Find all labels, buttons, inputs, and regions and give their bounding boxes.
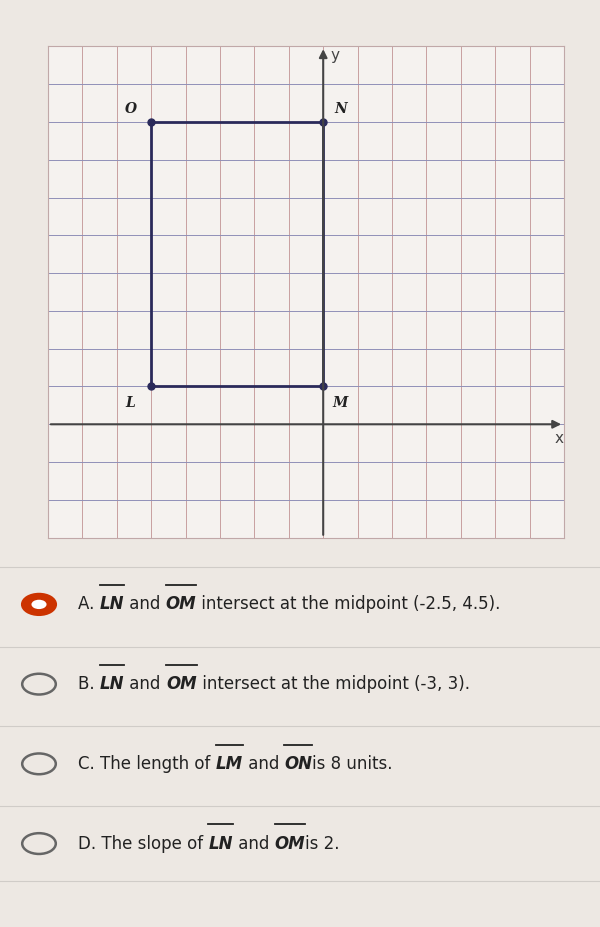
- Circle shape: [31, 600, 47, 609]
- Text: and: and: [124, 595, 166, 614]
- Text: y: y: [330, 48, 339, 63]
- Text: OM: OM: [166, 595, 196, 614]
- Text: D. The slope of: D. The slope of: [78, 834, 208, 853]
- Text: LN: LN: [100, 675, 124, 693]
- Text: LM: LM: [215, 755, 243, 773]
- Text: and: and: [233, 834, 275, 853]
- Text: OM: OM: [166, 675, 197, 693]
- Circle shape: [22, 594, 56, 615]
- Text: and: and: [243, 755, 284, 773]
- Text: and: and: [124, 675, 166, 693]
- Text: LN: LN: [100, 595, 124, 614]
- Text: O: O: [124, 102, 137, 116]
- Text: intersect at the midpoint (-3, 3).: intersect at the midpoint (-3, 3).: [197, 675, 470, 693]
- Text: is 8 units.: is 8 units.: [313, 755, 393, 773]
- Text: OM: OM: [275, 834, 305, 853]
- Text: B.: B.: [78, 675, 100, 693]
- Text: intersect at the midpoint (-2.5, 4.5).: intersect at the midpoint (-2.5, 4.5).: [196, 595, 501, 614]
- Text: x: x: [554, 431, 563, 446]
- Text: ON: ON: [284, 755, 313, 773]
- Text: N: N: [334, 102, 347, 116]
- Text: C. The length of: C. The length of: [78, 755, 215, 773]
- Text: A.: A.: [78, 595, 100, 614]
- Text: LN: LN: [208, 834, 233, 853]
- Text: L: L: [125, 397, 136, 411]
- Text: M: M: [333, 397, 348, 411]
- Text: is 2.: is 2.: [305, 834, 340, 853]
